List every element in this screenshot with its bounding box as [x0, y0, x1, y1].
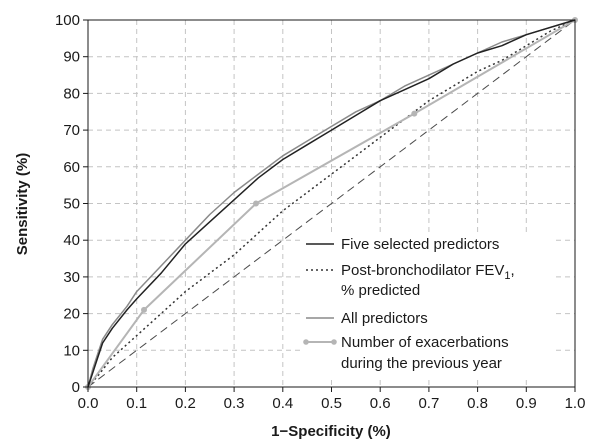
legend-label-all-predictors: All predictors — [341, 310, 428, 327]
x-axis-title: 1−Specificity (%) — [271, 423, 391, 440]
y-tick-label: 20 — [63, 306, 80, 323]
series-line-0 — [87, 19, 576, 388]
y-tick-label: 50 — [63, 196, 80, 213]
legend-label-post-bronchodilator-fev1: Post-bronchodilator FEV1, — [341, 262, 515, 282]
legend-background — [300, 232, 555, 376]
y-tick-label: 40 — [63, 232, 80, 249]
x-tick-label: 0.5 — [321, 395, 342, 412]
legend-label-fev-main: Post-bronchodilator FEV — [341, 262, 504, 279]
legend: Five selected predictors Post-bronchodil… — [300, 232, 555, 376]
y-axis-title: Sensitivity (%) — [14, 153, 31, 256]
legend-item-all-predictors: All predictors — [306, 310, 428, 327]
legend-label-five-selected-predictors: Five selected predictors — [341, 236, 499, 253]
y-tick-label: 90 — [63, 49, 80, 66]
x-tick-label: 0.1 — [126, 395, 147, 412]
legend-marker-right-number-of-exacerbations — [331, 339, 337, 345]
legend-item-five-selected-predictors: Five selected predictors — [306, 236, 499, 253]
legend-label-fev-subscript: 1 — [504, 270, 510, 282]
x-tick-label: 0.0 — [78, 395, 99, 412]
series-marker-3 — [411, 110, 418, 117]
y-axis-ticks: 0 10 20 30 40 50 60 70 80 90 100 — [55, 12, 88, 396]
legend-label-number-of-exacerbations-line2: during the previous year — [341, 355, 502, 372]
y-tick-label: 10 — [63, 342, 80, 359]
x-axis-ticks: 0.0 0.1 0.2 0.3 0.4 0.5 0.6 0.7 0.8 0.9 1.0 — [78, 387, 586, 412]
series-line-1 — [87, 19, 576, 388]
y-tick-label: 0 — [72, 379, 80, 396]
y-tick-label: 60 — [63, 159, 80, 176]
legend-item-number-of-exacerbations: Number of exacerbations during the previ… — [303, 334, 509, 372]
legend-label-fev-suffix: , — [511, 262, 515, 279]
legend-item-post-bronchodilator-fev1: Post-bronchodilator FEV1, % predicted — [306, 262, 515, 299]
legend-marker-left-number-of-exacerbations — [303, 339, 309, 345]
x-tick-label: 0.4 — [272, 395, 293, 412]
series-marker-3 — [253, 200, 260, 207]
legend-label-number-of-exacerbations: Number of exacerbations — [341, 334, 509, 351]
x-tick-label: 1.0 — [565, 395, 586, 412]
x-tick-label: 0.9 — [516, 395, 537, 412]
x-tick-label: 0.2 — [175, 395, 196, 412]
series-marker-3 — [141, 306, 148, 313]
legend-label-post-bronchodilator-fev1-line2: % predicted — [341, 282, 420, 299]
y-tick-label: 100 — [55, 12, 80, 29]
y-tick-label: 80 — [63, 85, 80, 102]
reference-diagonal — [87, 19, 576, 388]
y-tick-label: 30 — [63, 269, 80, 286]
x-tick-label: 0.3 — [224, 395, 245, 412]
x-tick-label: 0.8 — [467, 395, 488, 412]
series-lines — [85, 17, 578, 390]
x-tick-label: 0.7 — [418, 395, 439, 412]
y-tick-label: 70 — [63, 122, 80, 139]
x-tick-label: 0.6 — [370, 395, 391, 412]
